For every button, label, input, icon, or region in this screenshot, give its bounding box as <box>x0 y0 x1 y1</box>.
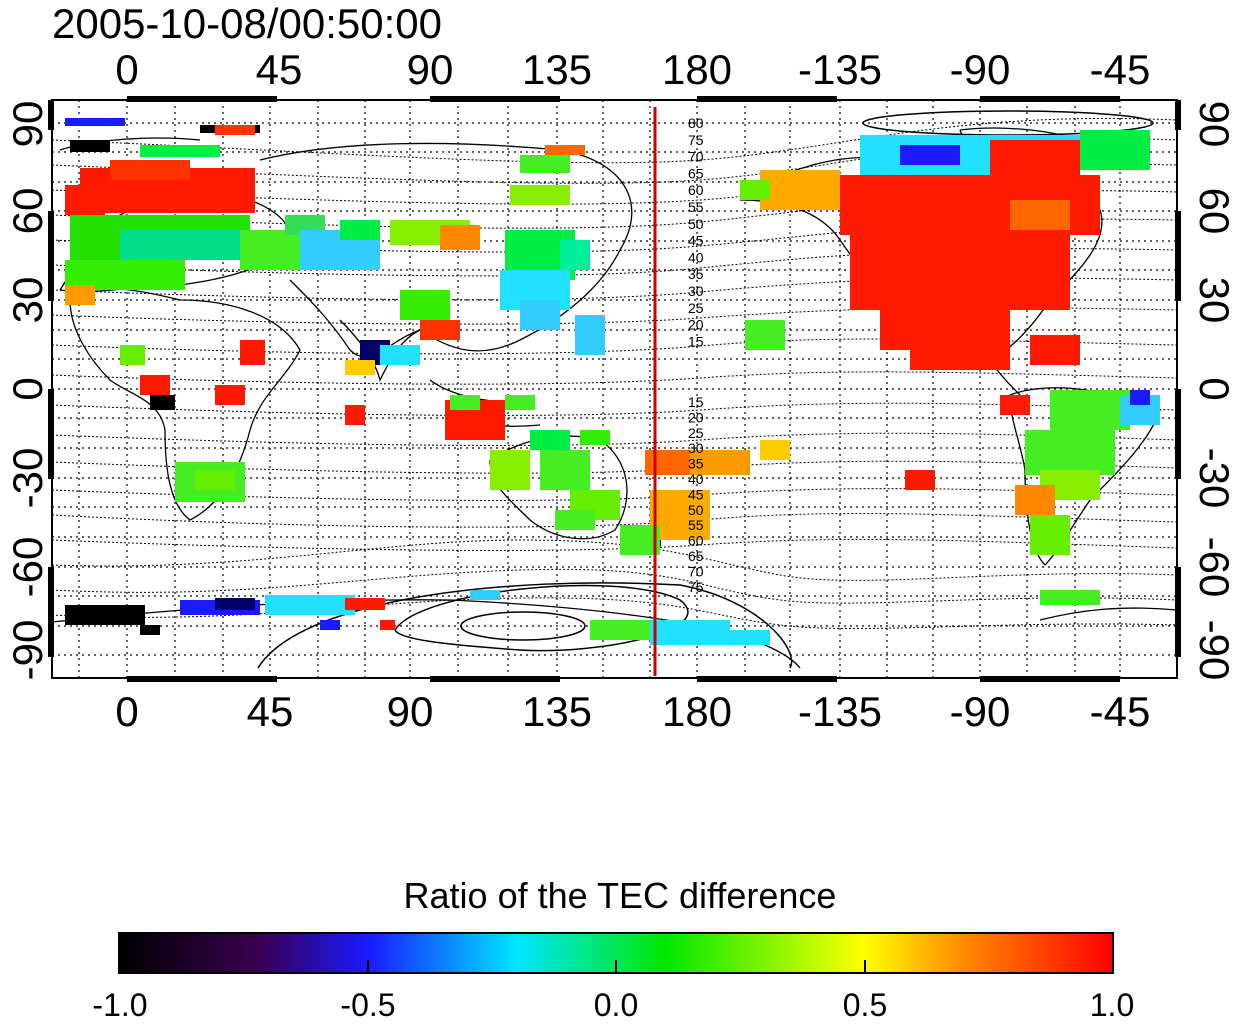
contour-label: 30 <box>688 283 704 299</box>
top-lon-tick: -90 <box>949 46 1011 93</box>
contour-label: 30 <box>688 440 704 456</box>
colorbar-tick <box>615 960 617 974</box>
top-lon-tick: 180 <box>661 46 733 93</box>
colorbar-label: 0.5 <box>842 987 888 1023</box>
colorbar-tick <box>367 960 369 974</box>
bottom-lon-tick: 135 <box>521 688 593 735</box>
contour-label: 75 <box>688 132 704 148</box>
colorbar-label: 1.0 <box>1089 987 1135 1023</box>
contour-label: 60 <box>688 182 704 198</box>
top-lon-tick: -135 <box>797 46 883 93</box>
top-lon-tick: 135 <box>521 46 593 93</box>
contour-label: 55 <box>688 199 704 215</box>
contour-label: 15 <box>688 394 704 410</box>
bottom-lon-tick: -45 <box>1089 688 1151 735</box>
contour-label: 65 <box>688 165 704 181</box>
bottom-lon-tick: 0 <box>115 688 139 735</box>
colorbar-title: Ratio of the TEC difference <box>403 875 837 916</box>
contour-label: 35 <box>688 456 704 472</box>
bottom-lon-tick: -135 <box>797 688 883 735</box>
bottom-lon-tick: 45 <box>246 688 294 735</box>
contour-label: 55 <box>688 517 704 533</box>
colorbar-label: -0.5 <box>340 987 396 1023</box>
axis-bars <box>48 96 1181 682</box>
contour-label: 35 <box>688 266 704 282</box>
top-lon-tick: -45 <box>1089 46 1151 93</box>
contour-label: 25 <box>688 425 704 441</box>
contour-label: 75 <box>688 579 704 595</box>
contour-label: 65 <box>688 548 704 564</box>
contour-label: 45 <box>688 486 704 502</box>
colorbar-label: 0.0 <box>593 987 639 1023</box>
contour-label: 60 <box>688 533 704 549</box>
contour-label: 70 <box>688 563 704 579</box>
colorbar-tick <box>864 960 866 974</box>
bottom-lon-tick: 180 <box>661 688 733 735</box>
bottom-lon-tick: -90 <box>949 688 1011 735</box>
contour-label: 20 <box>688 409 704 425</box>
colorbar-label: -1.0 <box>92 987 148 1023</box>
contour-label: 25 <box>688 300 704 316</box>
contour-label: 15 <box>688 333 704 349</box>
contour-label: 50 <box>688 502 704 518</box>
contour-label: 80 <box>688 115 704 131</box>
contour-label: 70 <box>688 149 704 165</box>
contour-label: 40 <box>688 249 704 265</box>
bottom-lon-tick: 90 <box>386 688 434 735</box>
contour-label: 40 <box>688 471 704 487</box>
contour-label: 50 <box>688 216 704 232</box>
contour-label: 45 <box>688 233 704 249</box>
tec-data-patches <box>65 118 1160 645</box>
top-lon-tick: 45 <box>255 46 303 93</box>
top-lon-tick: 90 <box>406 46 454 93</box>
timestamp-title: 2005-10-08/00:50:00 <box>52 0 442 47</box>
top-lon-tick: 0 <box>115 46 139 93</box>
contour-label: 20 <box>688 317 704 333</box>
